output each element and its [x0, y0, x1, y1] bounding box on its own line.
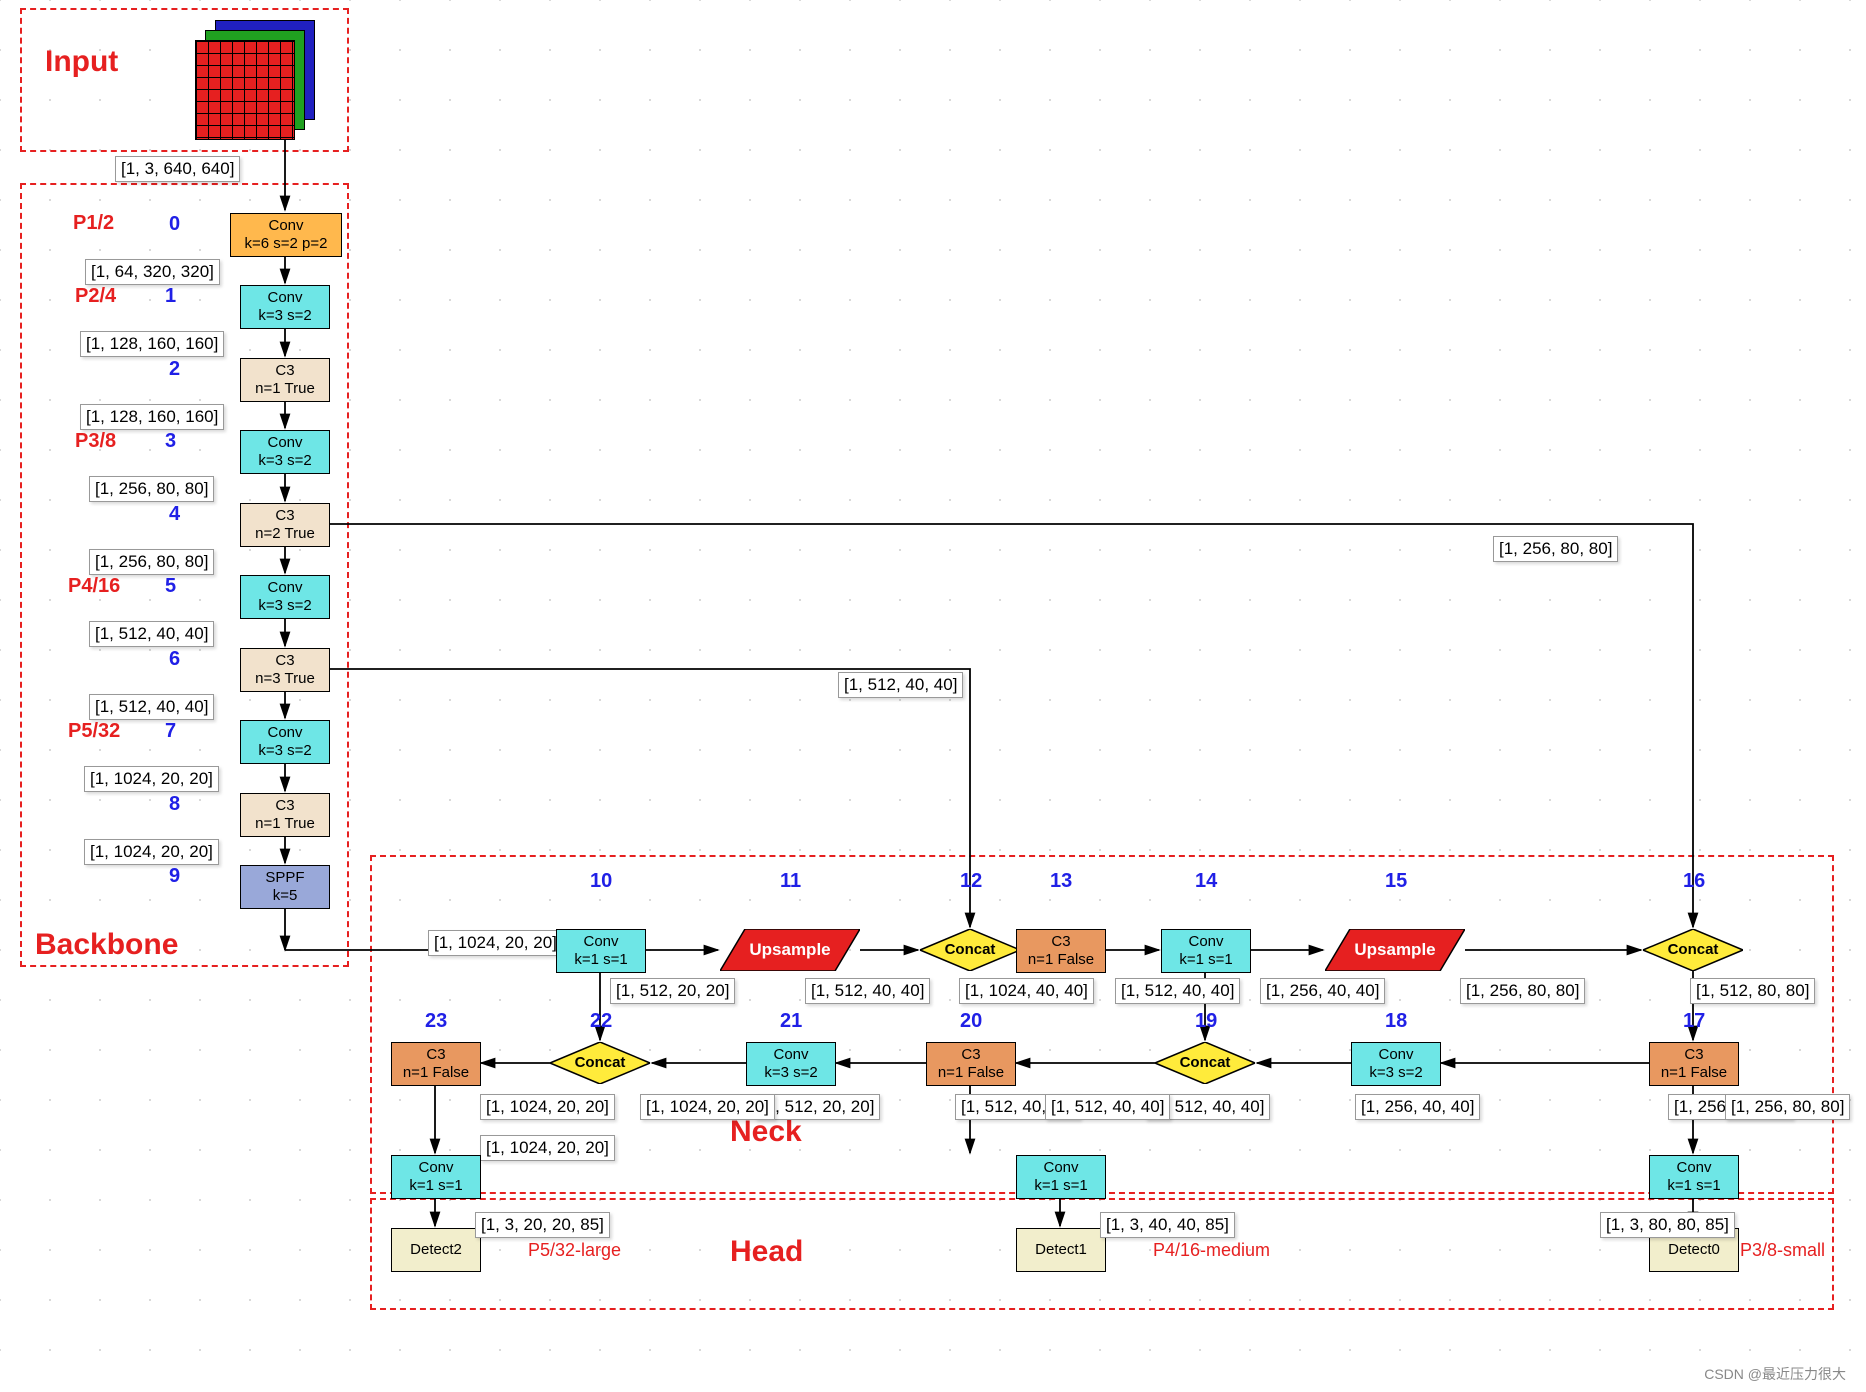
layer-index: 22 [590, 1010, 612, 1033]
node-c3: C3n=1 False [391, 1042, 481, 1086]
tensor-shape-tag: [1, 128, 160, 160] [80, 331, 224, 357]
layer-index: 15 [1385, 870, 1407, 893]
tensor-shape-tag: [1, 1024, 20, 20] [640, 1094, 775, 1120]
layer-index: 1 [165, 285, 176, 308]
layer-index: 20 [960, 1010, 982, 1033]
node-detect1: Detect1 [1016, 1228, 1106, 1272]
layer-index: 13 [1050, 870, 1072, 893]
tensor-shape-tag: [1, 512, 40, 40] [89, 621, 214, 647]
tensor-shape-tag: [1, 256, 40, 40] [1355, 1094, 1480, 1120]
node-detect2: Detect2 [391, 1228, 481, 1272]
layer-index: 9 [169, 865, 180, 888]
watermark: CSDN @最近压力很大 [1704, 1364, 1846, 1384]
node-concat: Concat [550, 1042, 650, 1084]
node-conv: Convk=1 s=1 [556, 929, 646, 973]
layer-index: 23 [425, 1010, 447, 1033]
tensor-shape-tag: [1, 512, 40, 40] [805, 978, 930, 1004]
layer-index: 14 [1195, 870, 1217, 893]
pyramid-level-label: P2/4 [75, 285, 116, 308]
node-c3: C3n=3 True [240, 648, 330, 692]
layer-index: 7 [165, 720, 176, 743]
tensor-shape-tag: [1, 3, 40, 40, 85] [1100, 1212, 1235, 1238]
node-c3: C3n=1 True [240, 358, 330, 402]
tensor-shape-tag: [1, 256, 80, 80] [89, 549, 214, 575]
node-upsample: Upsample [1325, 929, 1465, 971]
pyramid-level-label: P4/16 [68, 575, 120, 598]
pyramid-level-label: P3/8 [75, 430, 116, 453]
node-concat: Concat [1643, 929, 1743, 971]
node-sppf: SPPFk=5 [240, 865, 330, 909]
node-conv: Convk=1 s=1 [1161, 929, 1251, 973]
layer-index: 21 [780, 1010, 802, 1033]
layer-index: 8 [169, 793, 180, 816]
tensor-shape-tag: [1, 512, 40, 40] [838, 672, 963, 698]
tensor-shape-tag: [1, 3, 80, 80, 85] [1600, 1212, 1735, 1238]
node-conv: Convk=6 s=2 p=2 [230, 213, 342, 257]
tensor-shape-tag: [1, 512, 40, 40] [1115, 978, 1240, 1004]
tensor-shape-tag: [1, 256, 40, 40] [1260, 978, 1385, 1004]
tensor-shape-tag: [1, 256, 80, 80] [1460, 978, 1585, 1004]
node-conv: Convk=1 s=1 [1016, 1155, 1106, 1199]
layer-index: 12 [960, 870, 982, 893]
pyramid-level-label: P1/2 [73, 212, 114, 235]
tensor-shape-tag: [1, 1024, 20, 20] [480, 1135, 615, 1161]
layer-index: 18 [1385, 1010, 1407, 1033]
layer-index: 17 [1683, 1010, 1705, 1033]
node-conv: Convk=3 s=2 [240, 430, 330, 474]
tensor-shape-tag: [1, 512, 80, 80] [1690, 978, 1815, 1004]
tensor-shape-tag: [1, 3, 640, 640] [115, 156, 240, 182]
layer-index: 0 [169, 213, 180, 236]
layer-index: 10 [590, 870, 612, 893]
tensor-shape-tag: [1, 64, 320, 320] [85, 259, 220, 285]
tensor-shape-tag: [1, 256, 80, 80] [1493, 536, 1618, 562]
node-conv: Convk=3 s=2 [240, 575, 330, 619]
node-upsample: Upsample [720, 929, 860, 971]
head-label: Head [730, 1235, 803, 1269]
backbone-label: Backbone [35, 928, 178, 962]
layer-index: 2 [169, 358, 180, 381]
layer-index: 4 [169, 503, 180, 526]
node-concat: Concat [920, 929, 1020, 971]
node-c3: C3n=1 False [926, 1042, 1016, 1086]
pyramid-level-label: P5/32 [68, 720, 120, 743]
tensor-shape-tag: [1, 512, 40, 40] [1045, 1094, 1170, 1120]
tensor-shape-tag: [1, 1024, 20, 20] [428, 930, 563, 956]
tensor-shape-tag: [1, 1024, 40, 40] [959, 978, 1094, 1004]
tensor-shape-tag: [1, 3, 20, 20, 85] [475, 1212, 610, 1238]
tensor-shape-tag: [1, 512, 20, 20] [610, 978, 735, 1004]
layer-index: 11 [780, 870, 801, 893]
node-conv: Convk=3 s=2 [746, 1042, 836, 1086]
node-c3: C3n=1 False [1016, 929, 1106, 973]
input-label: Input [45, 45, 118, 79]
tensor-shape-tag: [1, 256, 80, 80] [1725, 1094, 1850, 1120]
layer-index: 5 [165, 575, 176, 598]
node-conv: Convk=3 s=2 [240, 285, 330, 329]
layer-index: 6 [169, 648, 180, 671]
tensor-shape-tag: [1, 512, 40, 40] [89, 694, 214, 720]
layer-index: 16 [1683, 870, 1705, 893]
tensor-shape-tag: [1, 1024, 20, 20] [84, 839, 219, 865]
node-c3: C3n=1 True [240, 793, 330, 837]
detect-scale-label: P5/32-large [528, 1240, 621, 1261]
detect-scale-label: P3/8-small [1740, 1240, 1825, 1261]
neck-label: Neck [730, 1115, 802, 1149]
node-conv: Convk=1 s=1 [391, 1155, 481, 1199]
layer-index: 19 [1195, 1010, 1217, 1033]
node-conv: Convk=3 s=2 [1351, 1042, 1441, 1086]
node-conv: Convk=3 s=2 [240, 720, 330, 764]
node-c3: C3n=2 True [240, 503, 330, 547]
node-c3: C3n=1 False [1649, 1042, 1739, 1086]
tensor-shape-tag: [1, 1024, 20, 20] [480, 1094, 615, 1120]
detect-scale-label: P4/16-medium [1153, 1240, 1270, 1261]
node-concat: Concat [1155, 1042, 1255, 1084]
layer-index: 3 [165, 430, 176, 453]
tensor-shape-tag: [1, 128, 160, 160] [80, 404, 224, 430]
tensor-shape-tag: [1, 1024, 20, 20] [84, 766, 219, 792]
node-conv: Convk=1 s=1 [1649, 1155, 1739, 1199]
tensor-shape-tag: [1, 256, 80, 80] [89, 476, 214, 502]
